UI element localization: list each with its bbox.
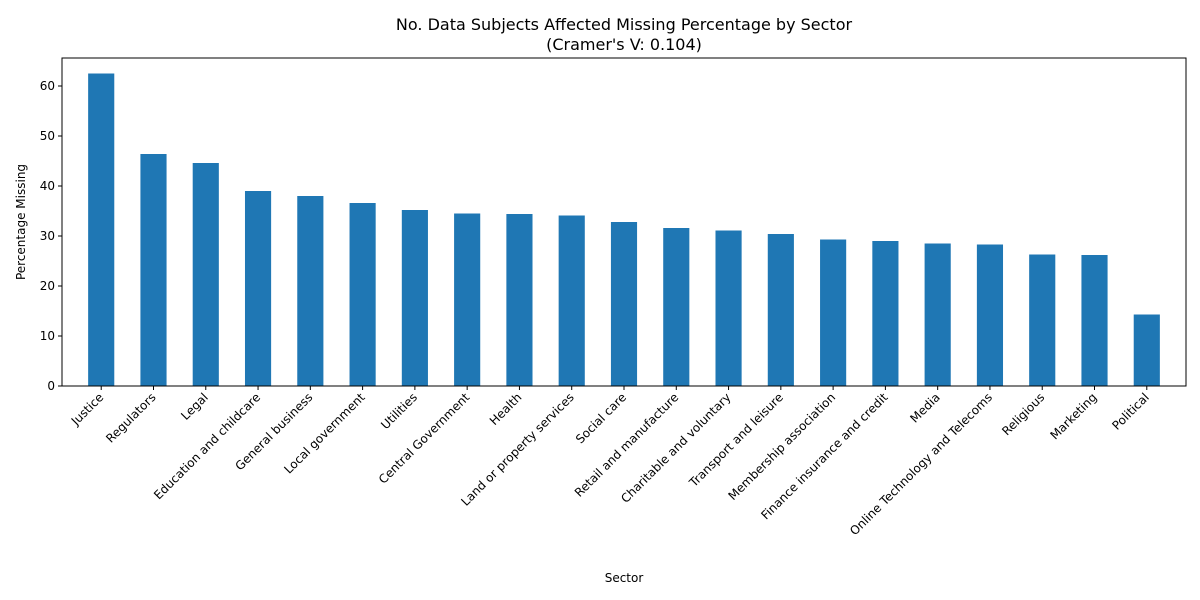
bar-regulators [140,154,167,386]
y-tick-label: 40 [40,179,55,193]
y-tick-label: 30 [40,229,55,243]
plot-frame [61,57,1187,387]
x-tick-label: Central Government [376,390,473,487]
bar-social-care [610,222,638,386]
x-tick-label: Political [1109,390,1152,433]
x-tick-label: Justice [68,390,106,428]
bar-religious [1029,254,1056,386]
bar-transport-and-leisure [767,234,794,386]
bar-education-and-childcare [244,191,272,386]
x-tick-label: Religious [999,390,1047,438]
bar-charitable-and-voluntary [715,230,742,386]
bar-general-business [297,196,324,386]
bar-land-or-property-services [558,215,585,386]
bar-online-technology-and-telecoms [976,244,1004,386]
y-tick-label: 50 [40,129,55,143]
bar-legal [192,163,219,386]
bar-marketing [1081,255,1108,386]
x-tick-label: Legal [178,390,211,423]
bar-health [506,214,533,386]
y-axis-label: Percentage Missing [14,164,28,280]
x-tick-label: Social care [573,390,629,446]
x-tick-label: Charitable and voluntary [618,390,733,505]
y-axis: 0 10 20 30 40 50 60 [40,79,62,393]
bar-central-government [454,213,481,386]
x-tick-label: Health [487,390,525,428]
x-tick-label: Utilities [378,390,420,432]
y-tick-label: 0 [47,379,55,393]
bars-group [88,73,1160,386]
x-tick-label: Marketing [1047,390,1099,442]
y-tick-label: 20 [40,279,55,293]
x-tick-label: Transport and leisure [686,390,786,490]
chart-title: No. Data Subjects Affected Missing Perce… [396,15,853,34]
y-tick-label: 60 [40,79,55,93]
bar-membership-association [820,239,847,386]
bar-utilities [401,210,428,386]
y-tick-label: 10 [40,329,55,343]
x-axis-label: Sector [605,571,644,585]
x-tick-label: Land or property services [458,390,577,509]
x-tick-label: Membership association [725,390,838,503]
x-tick-label: Media [907,390,942,425]
x-tick-label: Education and childcare [151,390,263,502]
chart-subtitle: (Cramer's V: 0.104) [546,35,702,54]
bar-finance-insurance-and-credit [872,241,899,386]
bar-political [1133,314,1160,386]
bar-local-government [349,203,376,386]
bar-justice [88,73,115,386]
bar-retail-and-manufacture [663,228,690,386]
bar-media [924,243,951,386]
x-tick-label: Retail and manufacture [572,390,682,500]
x-tick-label: Regulators [103,390,158,445]
